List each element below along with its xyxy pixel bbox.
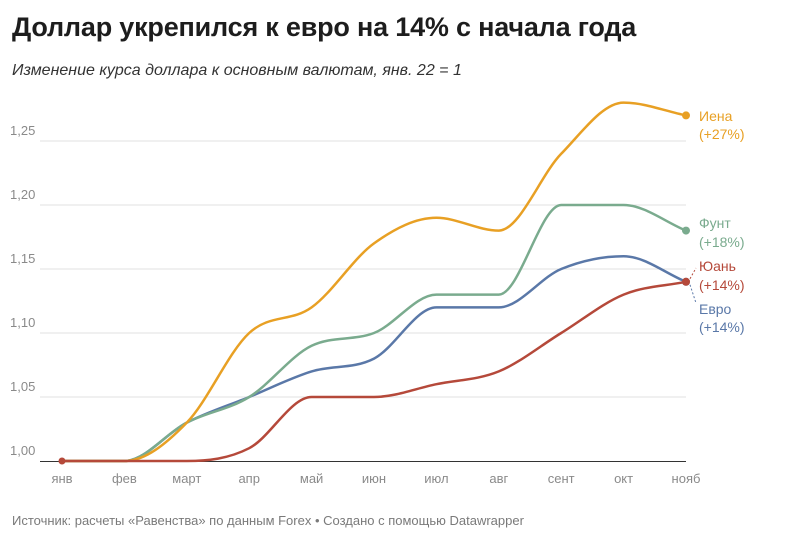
- series-label: Евро: [699, 301, 732, 317]
- y-tick-label: 1,00: [10, 443, 35, 458]
- x-tick-label: июн: [362, 471, 386, 486]
- x-tick-label: янв: [51, 471, 72, 486]
- chart-subtitle: Изменение курса доллара к основным валют…: [12, 62, 462, 79]
- y-tick-label: 1,25: [10, 123, 35, 138]
- series-label: Фунт: [699, 215, 731, 231]
- x-tick-label: фев: [112, 471, 137, 486]
- x-tick-label: май: [300, 471, 323, 486]
- label-leader: [689, 267, 697, 280]
- series-line: [60, 280, 688, 463]
- series-line: [60, 101, 688, 463]
- series-change-label: (+18%): [699, 234, 745, 250]
- label-leader: [689, 284, 697, 304]
- source-note: Источник: расчеты «Равенства» по данным …: [12, 513, 524, 528]
- series-end-point: [682, 226, 690, 235]
- series-change-label: (+27%): [699, 126, 745, 142]
- y-tick-label: 1,20: [10, 187, 35, 202]
- series-start-point: [58, 457, 66, 465]
- series-line: [60, 254, 688, 463]
- series-label: Иена: [699, 108, 733, 124]
- x-tick-label: март: [172, 471, 201, 486]
- series-line: [60, 203, 688, 463]
- x-tick-label: окт: [614, 471, 633, 486]
- series-end-point: [682, 277, 690, 286]
- x-tick-label: сент: [548, 471, 575, 486]
- y-tick-label: 1,05: [10, 379, 35, 394]
- x-tick-label: июл: [424, 471, 448, 486]
- series-end-point: [682, 111, 690, 120]
- x-tick-label: апр: [238, 471, 260, 486]
- x-tick-label: нояб: [672, 471, 701, 486]
- series-change-label: (+14%): [699, 319, 745, 335]
- x-tick-label: авг: [489, 471, 508, 486]
- series-change-label: (+14%): [699, 277, 745, 293]
- series-label: Юань: [699, 258, 736, 274]
- y-tick-label: 1,10: [10, 315, 35, 330]
- line-chart: 1,00 1,05 1,10 1,15 1,20 1,25 янв фев март апр май…: [10, 101, 745, 486]
- y-tick-label: 1,15: [10, 251, 35, 266]
- chart-title: Доллар укрепился к евро на 14% с начала …: [12, 12, 637, 42]
